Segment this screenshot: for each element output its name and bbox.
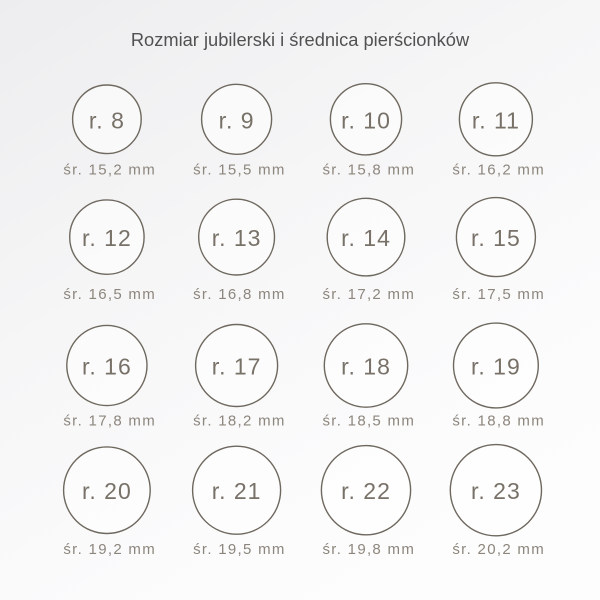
svg-text:śr. 18,8 mm: śr. 18,8 mm [452, 413, 545, 430]
svg-text:r. 11: r. 11 [472, 107, 520, 133]
svg-text:r. 23: r. 23 [471, 478, 521, 504]
svg-text:śr. 17,8 mm: śr. 17,8 mm [63, 413, 156, 430]
svg-text:śr. 19,8 mm: śr. 19,8 mm [322, 541, 415, 558]
svg-text:r. 20: r. 20 [82, 478, 132, 504]
svg-text:r. 16: r. 16 [82, 354, 132, 380]
svg-text:r. 15: r. 15 [471, 225, 521, 251]
svg-text:r. 22: r. 22 [341, 478, 391, 504]
svg-text:śr. 16,8 mm: śr. 16,8 mm [193, 286, 286, 303]
svg-text:r. 19: r. 19 [471, 354, 521, 380]
svg-text:śr. 15,5 mm: śr. 15,5 mm [193, 162, 286, 179]
svg-text:r. 10: r. 10 [341, 107, 391, 133]
svg-text:śr. 15,8 mm: śr. 15,8 mm [322, 162, 415, 179]
svg-text:r. 8: r. 8 [89, 107, 125, 133]
svg-text:śr. 16,5 mm: śr. 16,5 mm [63, 286, 156, 303]
svg-text:śr. 17,5 mm: śr. 17,5 mm [452, 286, 545, 303]
svg-text:śr. 18,5 mm: śr. 18,5 mm [322, 413, 415, 430]
svg-text:r. 21: r. 21 [212, 478, 262, 504]
svg-text:śr. 17,2 mm: śr. 17,2 mm [322, 286, 415, 303]
svg-text:śr. 20,2 mm: śr. 20,2 mm [452, 541, 545, 558]
svg-text:r. 18: r. 18 [341, 354, 391, 380]
svg-text:r. 14: r. 14 [341, 225, 391, 251]
svg-text:r. 9: r. 9 [219, 107, 255, 133]
svg-text:śr. 15,2 mm: śr. 15,2 mm [63, 162, 156, 179]
svg-text:r. 12: r. 12 [82, 225, 132, 251]
svg-text:śr. 19,5 mm: śr. 19,5 mm [193, 541, 286, 558]
svg-text:śr. 16,2 mm: śr. 16,2 mm [452, 162, 545, 179]
svg-text:śr. 19,2 mm: śr. 19,2 mm [63, 541, 156, 558]
svg-text:Rozmiar jubilerski i średnica: Rozmiar jubilerski i średnica pierścionk… [131, 29, 470, 50]
svg-text:r. 13: r. 13 [212, 225, 262, 251]
svg-text:r. 17: r. 17 [212, 354, 262, 380]
svg-text:śr. 18,2 mm: śr. 18,2 mm [193, 413, 286, 430]
